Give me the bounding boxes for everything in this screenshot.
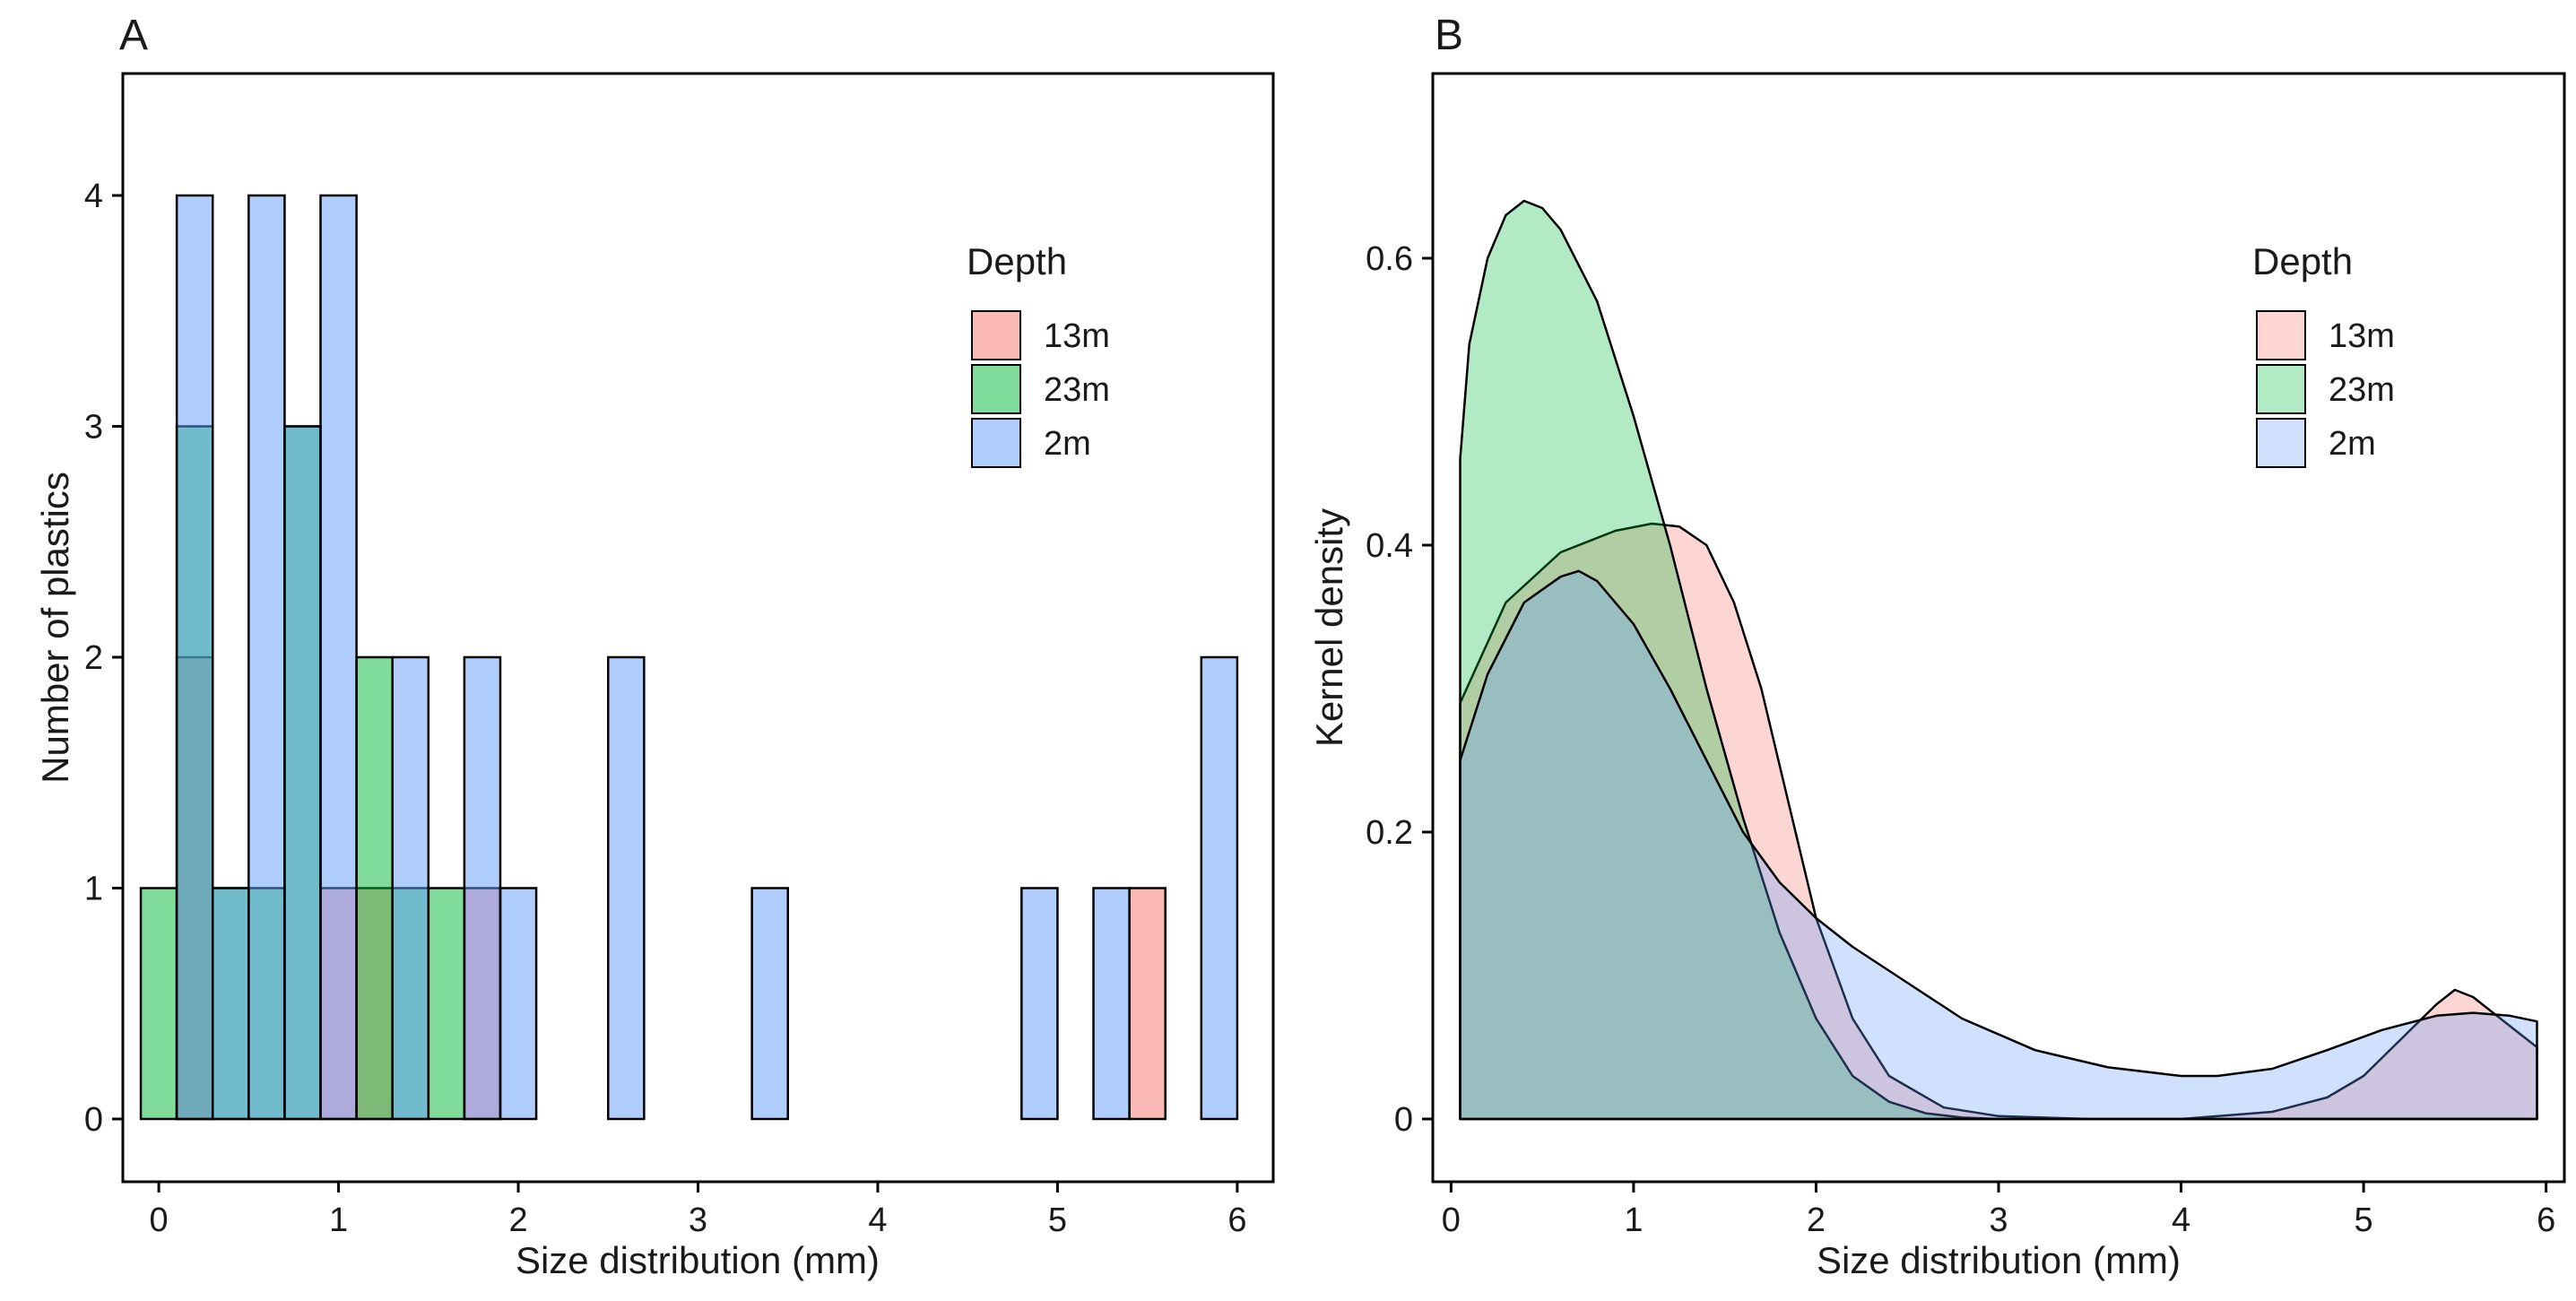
axes-a: 0 1 2 3 4 5 6 0 1 2 3 4: [84, 178, 1247, 1239]
y-tick-label: 0.6: [1366, 240, 1413, 278]
bar-2m: [1200, 655, 1239, 1121]
y-tick-label: 1: [84, 871, 103, 908]
x-tick-label: 5: [2355, 1201, 2373, 1239]
legend-a: Depth 13m 23m 2m: [967, 240, 1110, 469]
bar-2m: [607, 655, 646, 1121]
x-tick-label: 0: [150, 1201, 169, 1239]
x-tick-label: 1: [1624, 1201, 1643, 1239]
x-tick-label: 5: [1048, 1201, 1067, 1239]
x-tick-label: 6: [2537, 1201, 2555, 1239]
bar-13m: [1128, 887, 1167, 1121]
legend-key-bg: [2255, 363, 2307, 415]
bar-2m: [283, 425, 322, 1121]
x-tick-label: 2: [1807, 1201, 1826, 1239]
legend-title-a: Depth: [967, 240, 1067, 282]
y-axis-title-a: Number of plastics: [34, 472, 76, 784]
histogram-bars: [139, 194, 1239, 1121]
legend-title-b: Depth: [2252, 240, 2353, 282]
legend-swatch-2m: [971, 418, 1021, 468]
bar-23m: [139, 887, 178, 1121]
x-axis-title-b: Size distribution (mm): [1817, 1239, 2181, 1281]
bar-2m: [211, 887, 250, 1121]
x-tick-label: 0: [1442, 1201, 1461, 1239]
legend-key-bg: [2255, 417, 2307, 469]
bar-2m: [499, 887, 538, 1121]
legend-swatch-13m: [971, 310, 1021, 360]
x-tick-label: 3: [689, 1201, 707, 1239]
bar-23m: [427, 887, 466, 1121]
legend-swatch-23m: [2256, 364, 2306, 414]
bar-23m: [355, 655, 394, 1121]
y-tick-label: 2: [84, 639, 103, 677]
x-tick-label: 4: [868, 1201, 887, 1239]
bar-2m: [247, 194, 286, 1121]
legend-label-23m: 23m: [2329, 371, 2395, 409]
plot-frame-b: [1431, 72, 2566, 1184]
y-tick-label: 0: [84, 1101, 103, 1139]
panel-label-a: A: [119, 12, 148, 59]
y-axis-title-b: Kernel density: [1308, 508, 1350, 747]
x-tick-label: 1: [329, 1201, 348, 1239]
y-tick-label: 3: [84, 409, 103, 447]
x-axis-title-a: Size distribution (mm): [516, 1239, 880, 1281]
bar-2m: [1020, 887, 1059, 1121]
density-areas: [1459, 199, 2538, 1121]
panel-a: A 0 1 2 3 4 5 6 0 1 2 3 4 Size distribution (mm) Nu…: [34, 12, 1275, 1281]
y-tick-label: 0: [1394, 1101, 1413, 1139]
legend-swatch-2m: [2256, 418, 2306, 468]
y-tick-label: 4: [84, 178, 103, 215]
panel-b: B 0 1 2 3 4 5 6 0 0.2 0.4 0.6 Size distribution (m…: [1308, 12, 2566, 1281]
bar-2m: [463, 655, 502, 1121]
legend-key-bg: [2255, 309, 2307, 361]
legend-label-13m: 13m: [2329, 317, 2395, 355]
bar-2m: [1092, 887, 1131, 1121]
bar-2m: [391, 655, 430, 1121]
bar-2m: [750, 887, 789, 1121]
legend-label-2m: 2m: [1044, 425, 1091, 463]
legend-label-23m: 23m: [1044, 371, 1110, 409]
legend-label-13m: 13m: [1044, 317, 1110, 355]
density-area-13m: [1459, 522, 2538, 1121]
bar-2m: [175, 194, 214, 1121]
axes-b: 0 1 2 3 4 5 6 0 0.2 0.4 0.6: [1366, 240, 2555, 1239]
x-tick-label: 4: [2172, 1201, 2190, 1239]
panel-label-b: B: [1435, 12, 1463, 59]
y-tick-label: 0.2: [1366, 814, 1413, 852]
x-tick-label: 6: [1227, 1201, 1246, 1239]
legend-swatch-23m: [971, 364, 1021, 414]
x-tick-label: 3: [1989, 1201, 2008, 1239]
bar-2m: [319, 194, 358, 1121]
y-tick-label: 0.4: [1366, 527, 1413, 565]
x-tick-label: 2: [508, 1201, 527, 1239]
legend-b: Depth 13m 23m 2m: [2252, 240, 2395, 469]
legend-label-2m: 2m: [2329, 425, 2376, 463]
density-area-2m: [1459, 569, 2538, 1121]
legend-swatch-13m: [2256, 310, 2306, 360]
